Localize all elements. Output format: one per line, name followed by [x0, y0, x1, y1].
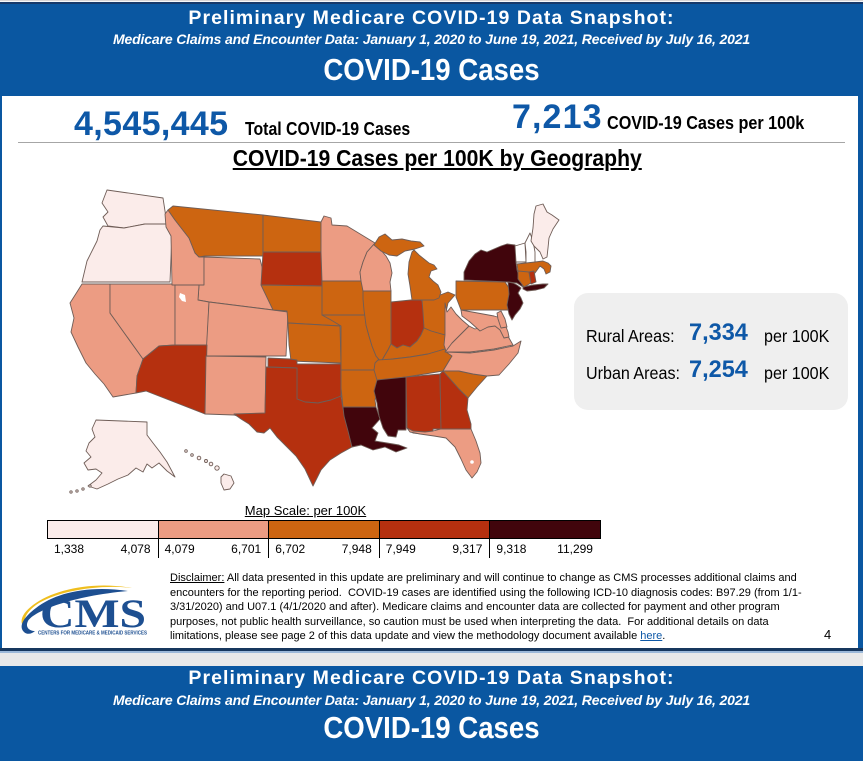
svg-text:CENTERS FOR MEDICARE & MEDICAI: CENTERS FOR MEDICARE & MEDICAID SERVICES	[38, 631, 147, 637]
svg-text:CMS: CMS	[40, 591, 146, 636]
